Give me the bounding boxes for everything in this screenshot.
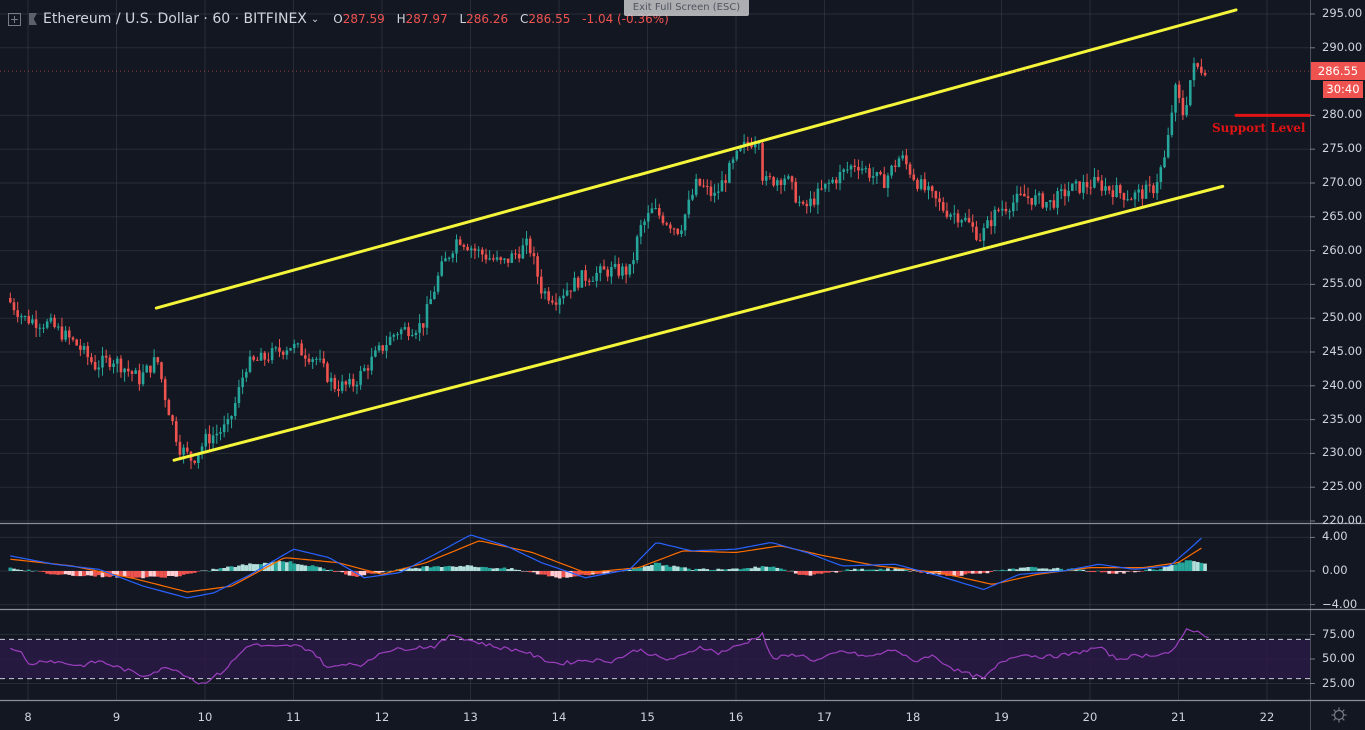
axis-tick-label: 225.00	[1322, 479, 1363, 494]
upper-trendline[interactable]	[154, 8, 1238, 310]
high-value: 287.97	[405, 12, 448, 26]
axis-tick-label: 235.00	[1322, 411, 1363, 426]
time-tick-label: 16	[728, 710, 744, 724]
axis-tick-label: 25.00	[1322, 675, 1355, 690]
current-price-tag: 286.55	[1311, 62, 1365, 80]
time-tick-label: 11	[286, 710, 301, 724]
axis-tick-label: 255.00	[1322, 276, 1363, 291]
time-tick-label: 17	[817, 710, 832, 724]
time-tick-label: 8	[24, 710, 32, 724]
axis-tick-label: 275.00	[1322, 141, 1363, 156]
time-tick-label: 9	[112, 710, 121, 724]
time-tick-label: 18	[905, 710, 921, 724]
axis-tick-label: 220.00	[1322, 513, 1363, 527]
time-tick-label: 14	[551, 710, 567, 724]
axis-tick-label: 250.00	[1322, 310, 1363, 325]
time-tick-label: 19	[994, 710, 1009, 724]
channel-trendlines[interactable]	[154, 8, 1312, 462]
support-level-label: Support Level	[1212, 121, 1306, 135]
axis-tick-label: 240.00	[1322, 377, 1363, 392]
open-value: 287.59	[342, 12, 385, 26]
low-value: 286.26	[466, 12, 509, 26]
candlestick-series	[9, 57, 1207, 470]
symbol-name[interactable]: Ethereum / U.S. Dollar · 60 · BITFINEX	[43, 11, 307, 27]
macd-pane	[8, 534, 1207, 599]
axis-tick-label: 265.00	[1322, 208, 1363, 223]
axis-tick-label: 230.00	[1322, 445, 1363, 460]
rsi-pane	[10, 628, 1209, 685]
rsi-threshold-lines	[0, 638, 1310, 680]
close-value: 286.55	[528, 12, 571, 26]
lower-trendline[interactable]	[172, 184, 1225, 462]
time-tick-label: 20	[1082, 710, 1098, 724]
axis-tick-label: 245.00	[1322, 344, 1363, 358]
chevron-down-icon[interactable]: ⌄	[310, 13, 320, 25]
grid-lines	[0, 0, 1310, 700]
axis-tick-label: 295.00	[1322, 6, 1363, 20]
axis-tick-label: 280.00	[1322, 107, 1363, 122]
settings-gear-icon[interactable]	[1330, 706, 1348, 724]
axis-tick-label: 50.00	[1322, 651, 1355, 665]
time-tick-label: 15	[640, 710, 655, 724]
time-tick-label: 12	[374, 710, 390, 724]
axis-tick-label: 260.00	[1322, 242, 1363, 257]
rsi-band	[0, 639, 1310, 679]
axis-tick-label: 0.00	[1322, 563, 1348, 577]
time-tick-label: 22	[1259, 710, 1275, 724]
axis-tick-label: 75.00	[1322, 626, 1355, 641]
expand-icon[interactable]	[8, 12, 21, 26]
symbol-flag-icon	[29, 13, 37, 25]
axis-tick-label: −4.00	[1322, 596, 1358, 611]
time-tick-label: 10	[197, 710, 213, 724]
axis-tick-label: 270.00	[1322, 175, 1363, 189]
axis-tick-label: 4.00	[1322, 529, 1348, 544]
time-tick-label: 21	[1171, 710, 1186, 724]
bar-countdown-tag: 30:40	[1323, 81, 1363, 98]
time-tick-label: 13	[463, 710, 478, 724]
exit-fullscreen-button[interactable]: Exit Full Screen (ESC)	[624, 0, 749, 16]
axis-tick-label: 290.00	[1322, 39, 1363, 54]
symbol-legend: Ethereum / U.S. Dollar · 60 · BITFINEX ⌄…	[8, 9, 677, 29]
